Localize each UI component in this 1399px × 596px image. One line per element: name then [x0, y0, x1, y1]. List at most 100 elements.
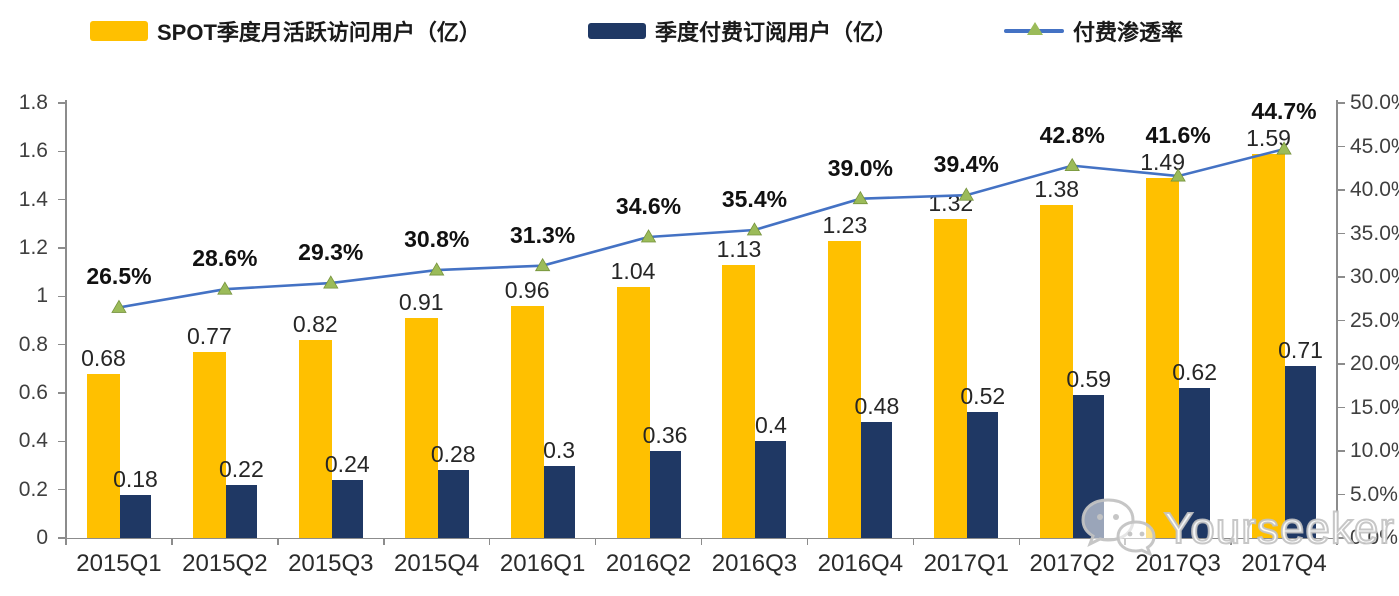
x-axis-tick [277, 538, 279, 545]
mau-bar [616, 286, 650, 538]
mau-legend-swatch [90, 21, 148, 41]
left-axis-tick [58, 295, 66, 298]
legend-item-subscribers: 季度付费订阅用户（亿） [588, 15, 897, 47]
subscriber-value-label: 0.4 [754, 412, 787, 439]
right-axis-tick [1337, 493, 1345, 496]
right-axis-tick [1337, 276, 1345, 278]
watermark: Yourseeker [1078, 494, 1395, 564]
left-axis-tick-label: 0.6 [18, 381, 48, 404]
right-axis-tick [1337, 537, 1345, 539]
left-axis-tick-label: 0.8 [18, 332, 48, 356]
legend-item-mau: SPOT季度月活跃访问用户（亿） [90, 15, 481, 47]
right-axis-line [1336, 100, 1338, 538]
subscriber-value-label: 0.24 [324, 451, 370, 477]
x-axis-label: 2016Q2 [605, 550, 692, 577]
x-axis-label: 2017Q1 [923, 550, 1009, 577]
left-axis-tick [58, 343, 66, 346]
right-axis-tick [1337, 319, 1345, 322]
triangle-marker [323, 275, 339, 289]
mau-bar [828, 240, 862, 538]
mau-value-label: 1.23 [822, 211, 868, 238]
watermark-text: Yourseeker [1163, 503, 1395, 554]
subscriber-value-label: 0.62 [1172, 359, 1217, 386]
legend-item-penetration: 付费渗透率 [1004, 15, 1183, 47]
subscriber-value-label: 0.18 [113, 465, 158, 492]
right-axis-tick-label: 35.0% [1350, 221, 1399, 245]
x-axis-tick [171, 538, 173, 545]
left-axis-tick-label: 0.4 [18, 429, 48, 453]
mau-value-label: 0.91 [398, 289, 444, 316]
subscriber-value-label: 0.71 [1278, 337, 1323, 364]
subscriber-value-label: 0.28 [430, 441, 476, 468]
x-axis-tick [488, 538, 491, 545]
subscriber-value-label: 0.3 [543, 436, 576, 463]
mau-bar [934, 219, 968, 538]
subscriber-bar [1179, 388, 1211, 538]
penetration-value-label: 41.6% [1145, 121, 1211, 148]
left-axis-tick-label: 0 [36, 526, 48, 549]
subscriber-value-label: 0.48 [854, 393, 900, 419]
subscriber-bar [755, 441, 787, 538]
x-axis-tick [700, 538, 703, 545]
triangle-marker [429, 262, 445, 276]
right-axis-tick-label: 15.0% [1350, 395, 1399, 419]
x-axis-label: 2015Q2 [182, 550, 268, 577]
right-axis-tick-label: 20.0% [1350, 352, 1399, 375]
subscriber-bar [331, 480, 363, 538]
mau-value-label: 1.32 [928, 190, 974, 216]
x-axis-tick [594, 538, 597, 545]
right-axis-tick [1337, 363, 1345, 365]
penetration-value-label: 26.5% [86, 263, 152, 290]
penetration-value-label: 30.8% [404, 226, 470, 253]
x-axis-label: 2015Q3 [288, 550, 374, 577]
left-axis-tick [58, 392, 66, 394]
mau-legend-label: SPOT季度月活跃访问用户（亿） [157, 20, 481, 45]
right-axis-tick-label: 10.0% [1350, 439, 1399, 462]
x-axis-tick [912, 538, 915, 545]
right-axis-tick-label: 0.0% [1350, 526, 1398, 549]
triangle-marker [534, 257, 551, 272]
x-axis-tick [65, 538, 67, 545]
right-axis-tick-label: 50.0% [1350, 91, 1399, 114]
x-axis-tick [806, 538, 809, 545]
mau-value-label: 1.59 [1246, 124, 1291, 151]
x-axis-label: 2016Q3 [711, 550, 798, 577]
left-axis-tick [58, 488, 66, 491]
subscriber-bar [967, 412, 999, 538]
penetration-value-label: 35.4% [721, 186, 788, 213]
left-axis-tick-label: 1 [36, 284, 48, 308]
x-axis-line [65, 537, 1337, 539]
right-axis-tick [1337, 189, 1345, 191]
penetration-value-label: 29.3% [298, 239, 364, 266]
left-axis-tick [58, 537, 66, 539]
mau-bar [510, 306, 544, 538]
x-axis-tick [383, 538, 385, 545]
subscriber-value-label: 0.22 [218, 455, 264, 482]
right-axis-tick-label: 45.0% [1350, 134, 1399, 158]
mau-bar [192, 351, 226, 538]
x-axis-tick [1018, 538, 1020, 545]
right-axis-tick [1337, 450, 1345, 452]
mau-value-label: 0.96 [504, 277, 550, 303]
penetration-value-label: 28.6% [192, 245, 258, 272]
subscriber-bar [119, 494, 151, 538]
penetration-value-label: 42.8% [1039, 121, 1105, 148]
left-axis-tick [58, 102, 66, 104]
left-axis-line [65, 100, 67, 538]
subscriber-bar [225, 484, 257, 538]
penetration-legend-label: 付费渗透率 [1073, 20, 1184, 45]
left-axis-tick [58, 440, 66, 443]
x-axis-label: 2015Q1 [76, 550, 162, 577]
left-axis-tick [58, 198, 66, 201]
mau-bar [404, 318, 438, 538]
left-axis-tick [58, 150, 66, 153]
triangle-marker [217, 281, 233, 295]
subscriber-bar [437, 470, 469, 538]
subscriber-value-label: 0.59 [1066, 366, 1112, 393]
mau-bar [1146, 177, 1180, 538]
left-axis-tick-label: 1.2 [18, 236, 48, 259]
triangle-marker [746, 222, 763, 236]
left-axis-tick-label: 1.8 [18, 91, 48, 114]
